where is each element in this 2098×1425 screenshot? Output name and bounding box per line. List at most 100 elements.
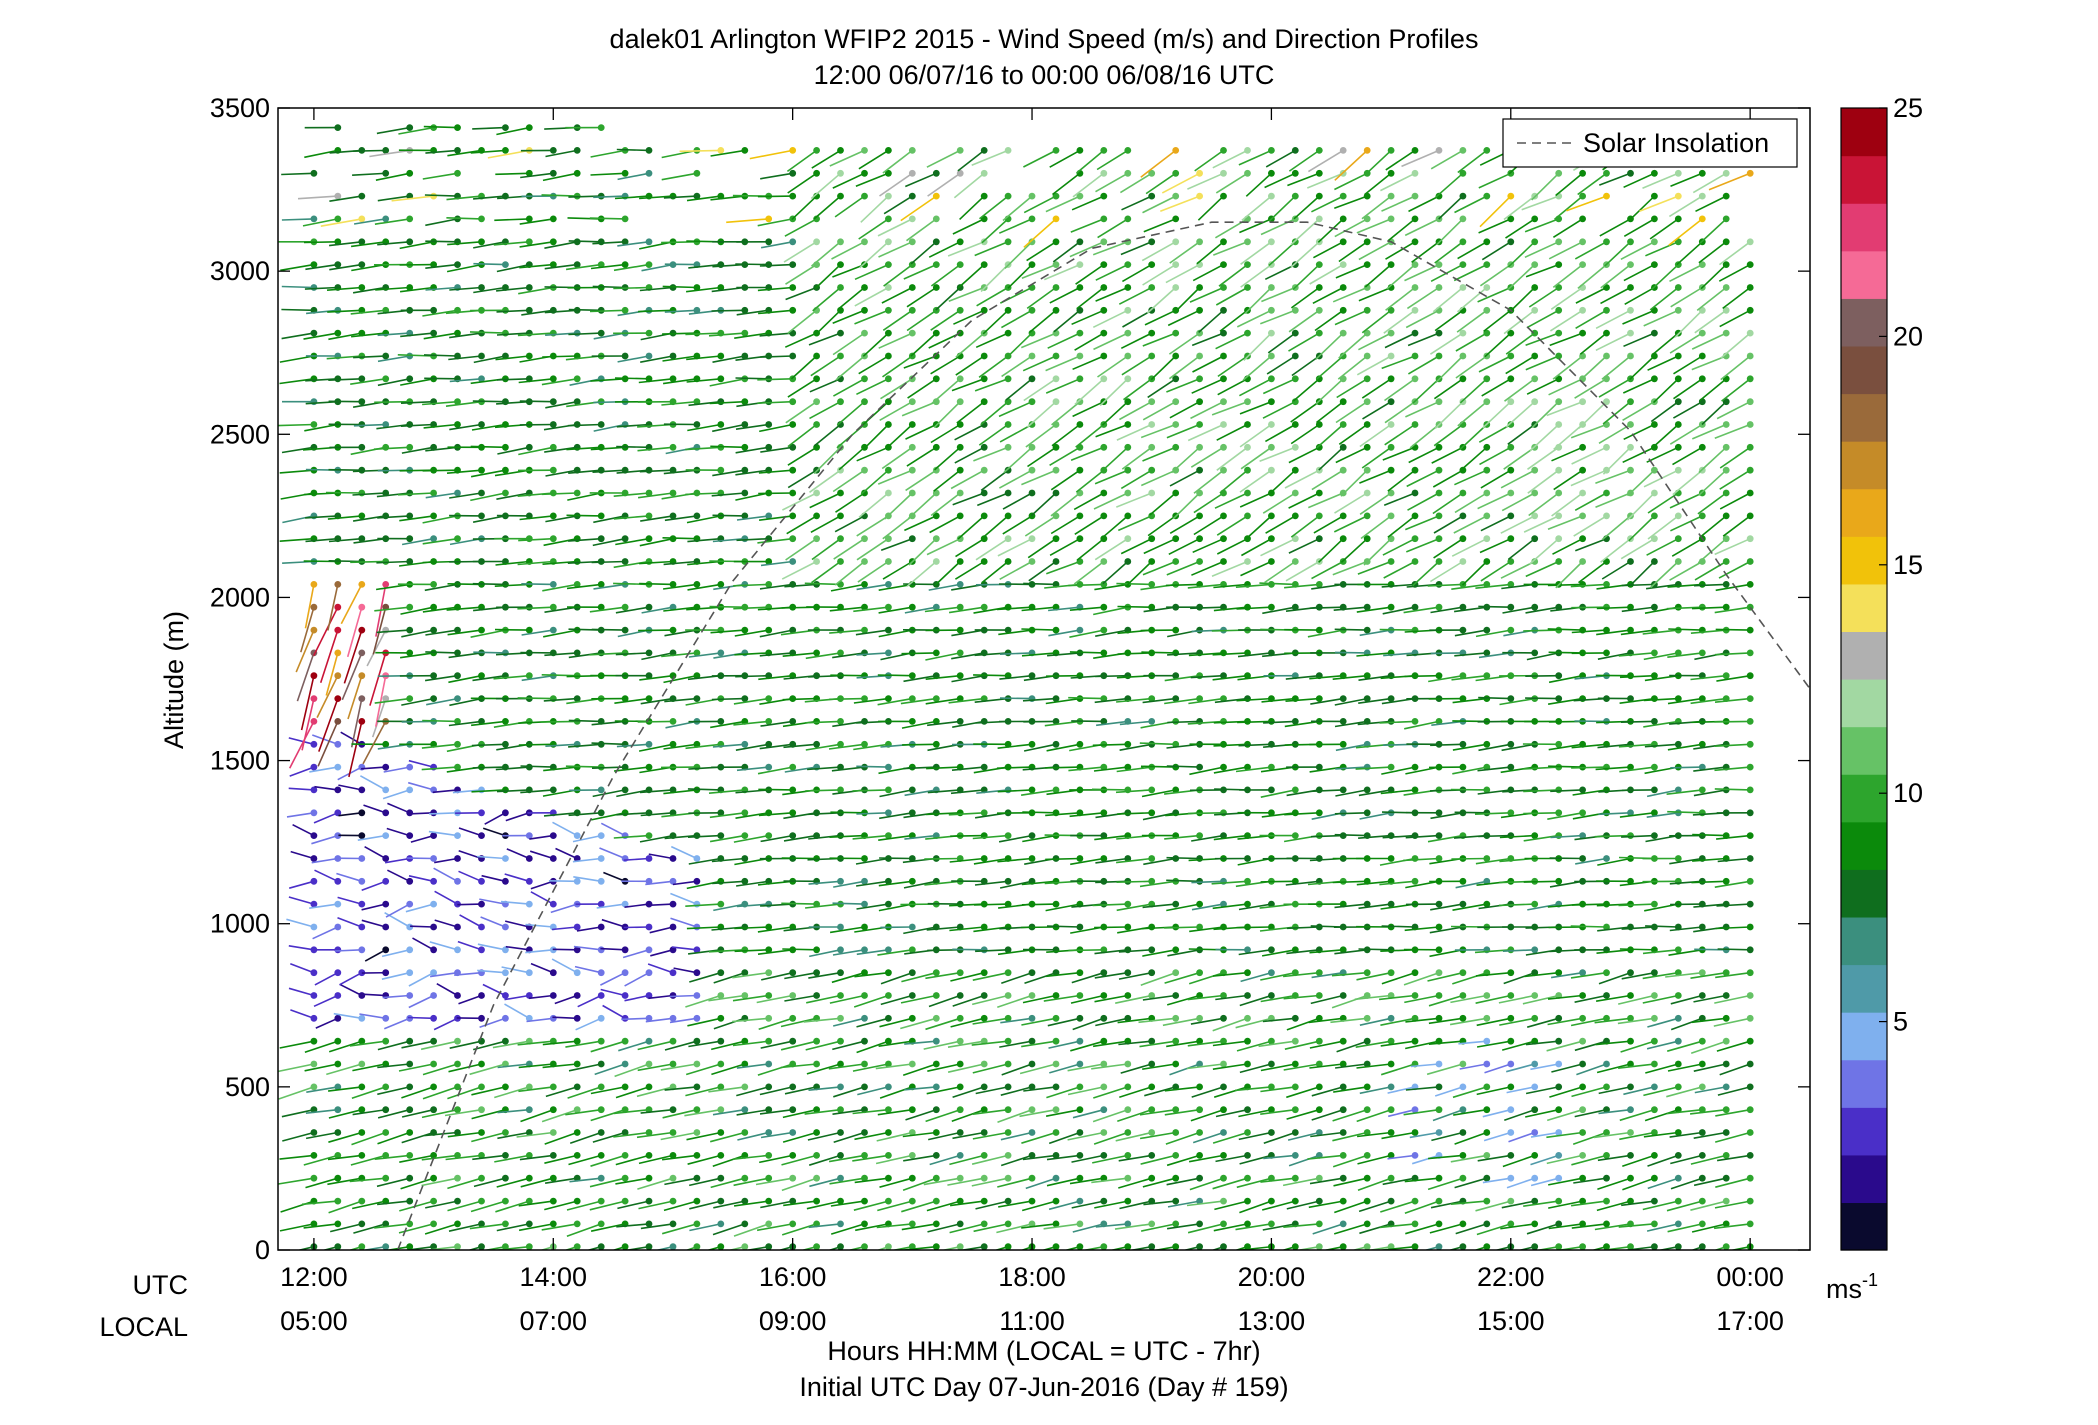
wind-barb-stick [304, 1063, 338, 1072]
wind-barb-point [1196, 535, 1203, 543]
wind-barb-stick [1404, 218, 1440, 237]
wind-barb-stick [832, 1108, 865, 1115]
wind-barb-point [1459, 1106, 1467, 1114]
wind-barb-point [382, 443, 390, 451]
wind-barb-stick [452, 789, 482, 794]
wind-barb-stick [1239, 423, 1272, 448]
wind-barb-point [1339, 535, 1347, 543]
wind-barb-stick [736, 903, 769, 908]
wind-barb-point [765, 1197, 773, 1205]
wind-barb-stick [317, 721, 339, 767]
wind-barb-point [1315, 626, 1323, 634]
wind-barb-stick [662, 537, 697, 540]
wind-barb-stick [541, 674, 578, 677]
wind-barb-point [1387, 261, 1395, 268]
wind-barb-point [1004, 1014, 1012, 1022]
wind-barb-stick [1406, 286, 1440, 310]
wind-barb-stick [641, 652, 674, 661]
wind-barb-point [669, 1220, 677, 1228]
wind-barb-point [1483, 284, 1491, 291]
wind-barb-stick [341, 652, 363, 701]
wind-barb-stick [615, 537, 650, 546]
wind-barb-point [837, 1060, 844, 1068]
wind-barb-stick [494, 583, 530, 587]
wind-barb-point [1196, 238, 1203, 246]
wind-barb-stick [949, 857, 985, 863]
wind-barb-stick [401, 537, 434, 546]
wind-barb-point [358, 261, 366, 268]
wind-barb-stick [829, 606, 865, 612]
wind-barb-point [1339, 192, 1347, 200]
wind-barb-stick [1069, 629, 1104, 638]
wind-barb-stick [1149, 492, 1177, 516]
wind-barb-stick [494, 1154, 530, 1163]
wind-barb-point [837, 969, 844, 977]
wind-barb-stick [1211, 560, 1248, 578]
wind-barb-stick [1117, 1017, 1152, 1024]
wind-barb-stick [398, 1063, 434, 1072]
wind-barb-stick [949, 1200, 985, 1207]
wind-barb-stick [421, 1177, 458, 1187]
wind-barb-point [885, 581, 892, 588]
wind-barb-point [1124, 1106, 1132, 1114]
wind-barb-point [693, 740, 701, 748]
wind-barb-point [1483, 398, 1491, 406]
wind-barb-stick [1431, 1131, 1464, 1142]
wind-barb-stick [1478, 652, 1511, 659]
wind-barb-stick [809, 949, 841, 958]
wind-barb-point [1124, 489, 1132, 497]
wind-barb-stick [1264, 172, 1296, 189]
wind-barb-point [1100, 1129, 1108, 1136]
wind-barb-stick [572, 834, 602, 843]
wind-barb-stick [904, 515, 937, 532]
wind-barb-point [861, 489, 868, 497]
wind-barb-stick [713, 1017, 746, 1030]
wind-barb-stick [1435, 172, 1464, 198]
wind-barb-point [1268, 421, 1275, 428]
wind-barb-point [741, 855, 749, 862]
wind-barb-stick [1450, 1200, 1487, 1205]
wind-barb-stick [902, 1063, 937, 1077]
wind-barb-point [358, 695, 366, 702]
wind-barb-point [885, 1243, 892, 1250]
wind-barb-stick [449, 1040, 482, 1049]
wind-barb-point [980, 512, 988, 520]
wind-barb-point [334, 1129, 342, 1136]
wind-barb-stick [1461, 560, 1488, 586]
wind-barb-stick [1164, 1108, 1200, 1116]
wind-barb-stick [1311, 469, 1344, 491]
wind-barb-stick [446, 263, 482, 273]
wind-barb-stick [833, 1131, 865, 1144]
wind-barb-point [1004, 192, 1012, 200]
wind-barb-stick [882, 355, 913, 378]
wind-barb-point [789, 1014, 797, 1022]
wind-barb-stick [1123, 378, 1153, 401]
wind-barb-stick [957, 149, 985, 172]
wind-barb-point [932, 1129, 940, 1136]
wind-barb-stick [591, 628, 626, 631]
wind-barb-stick [1433, 423, 1464, 447]
wind-barb-stick [877, 469, 913, 485]
wind-barb-point [478, 238, 485, 246]
wind-barb-stick [1191, 378, 1224, 394]
wind-barb-stick [671, 946, 697, 951]
wind-barb-stick [806, 1063, 841, 1075]
wind-barb-stick [361, 880, 386, 892]
wind-barb-stick [641, 263, 674, 272]
wind-barb-point [1172, 1220, 1180, 1228]
wind-barb-point [358, 1060, 366, 1068]
wind-barb-point [1339, 1174, 1347, 1182]
wind-barb-point [908, 877, 916, 885]
wind-barb-stick [972, 1108, 1009, 1115]
wind-barb-point [645, 147, 653, 154]
wind-barb-point [1148, 443, 1156, 451]
wind-barb-point [1268, 192, 1275, 200]
wind-barb-stick [1307, 629, 1344, 638]
wind-barb-stick [492, 1040, 530, 1049]
wind-barb-stick [589, 217, 626, 220]
wind-barb-point [1076, 1197, 1084, 1205]
wind-barb-point [382, 1106, 390, 1114]
wind-barb-stick [901, 400, 937, 417]
wind-barb-point [1339, 466, 1347, 474]
wind-barb-stick [1501, 1040, 1535, 1051]
